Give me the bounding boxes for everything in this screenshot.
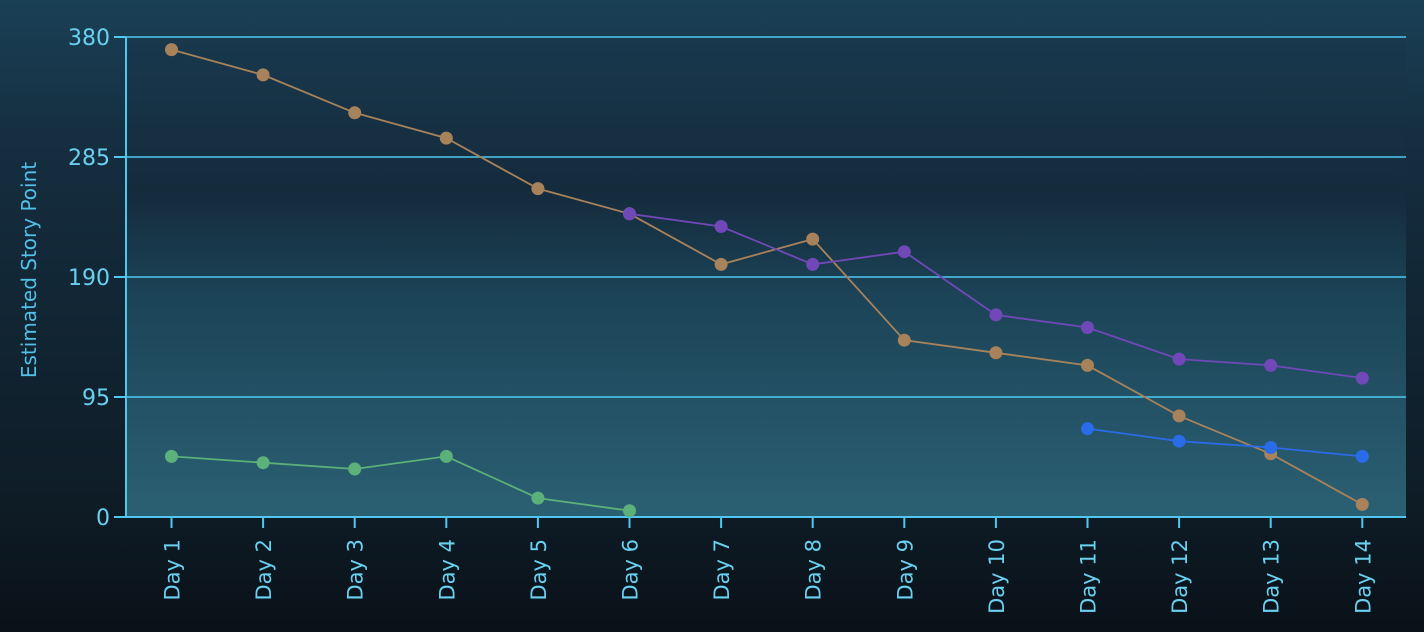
x-tick-label: Day 8: [802, 539, 826, 601]
data-point: [1172, 409, 1186, 423]
series-1: [623, 207, 1369, 385]
x-tick-label: Day 13: [1260, 539, 1284, 614]
series-line: [1087, 427, 1363, 458]
x-axis-ticks: Day 1 Day 2 Day 3 Day 4 Day 5 Day 6 Day 7 Day 8…: [161, 517, 1375, 614]
data-point: [165, 449, 178, 463]
data-point: [1081, 321, 1094, 334]
data-point: [256, 456, 270, 470]
series-3: [1081, 422, 1369, 463]
data-point: [165, 43, 178, 57]
y-tick-label: 190: [68, 266, 110, 291]
x-tick-label: Day 1: [161, 539, 185, 601]
x-tick-label: Day 10: [985, 539, 1009, 614]
x-tick-label: Day 9: [893, 539, 917, 601]
data-point: [897, 333, 911, 347]
data-point: [256, 68, 270, 82]
data-point: [1264, 441, 1278, 454]
data-point: [1172, 434, 1186, 448]
data-point: [623, 504, 636, 518]
data-point: [439, 131, 453, 145]
data-point: [1172, 352, 1186, 366]
data-point: [989, 308, 1003, 322]
data-point: [531, 491, 545, 505]
x-tick-label: Day 3: [344, 539, 368, 601]
series-lines: [165, 43, 1369, 518]
x-tick-label: Day 4: [435, 539, 459, 601]
x-tick-label: Day 14: [1351, 539, 1375, 614]
data-point: [1264, 358, 1278, 372]
y-axis-ticks: 0 95 190 285 380: [68, 26, 126, 531]
data-point: [714, 220, 728, 233]
data-point: [806, 232, 820, 246]
data-point: [1081, 358, 1094, 372]
data-point: [806, 257, 820, 271]
data-point: [439, 449, 453, 463]
data-point: [1355, 497, 1369, 511]
series-2: [165, 449, 636, 518]
y-tick-label: 380: [68, 26, 110, 51]
data-point: [623, 207, 636, 221]
data-point: [348, 462, 362, 476]
x-tick-label: Day 5: [527, 539, 551, 601]
x-tick-label: Day 6: [619, 539, 643, 601]
data-point: [714, 257, 728, 271]
x-tick-label: Day 11: [1077, 539, 1101, 614]
data-point: [897, 245, 911, 259]
series-line: [171, 48, 1363, 506]
data-point: [989, 346, 1003, 360]
x-tick-label: Day 12: [1168, 539, 1192, 614]
series-0: [165, 43, 1369, 511]
series-line: [171, 455, 630, 512]
grid-lines: [126, 36, 1406, 398]
data-point: [531, 182, 545, 196]
y-axis-label: Estimated Story Point: [17, 162, 41, 378]
data-point: [1355, 449, 1369, 463]
y-tick-label: 285: [68, 146, 110, 171]
data-point: [1355, 371, 1369, 385]
x-tick-label: Day 2: [252, 539, 276, 601]
data-point: [348, 106, 362, 120]
y-tick-label: 95: [82, 386, 110, 411]
x-tick-label: Day 7: [710, 539, 734, 601]
y-tick-label: 0: [96, 506, 110, 531]
data-point: [1081, 422, 1094, 436]
